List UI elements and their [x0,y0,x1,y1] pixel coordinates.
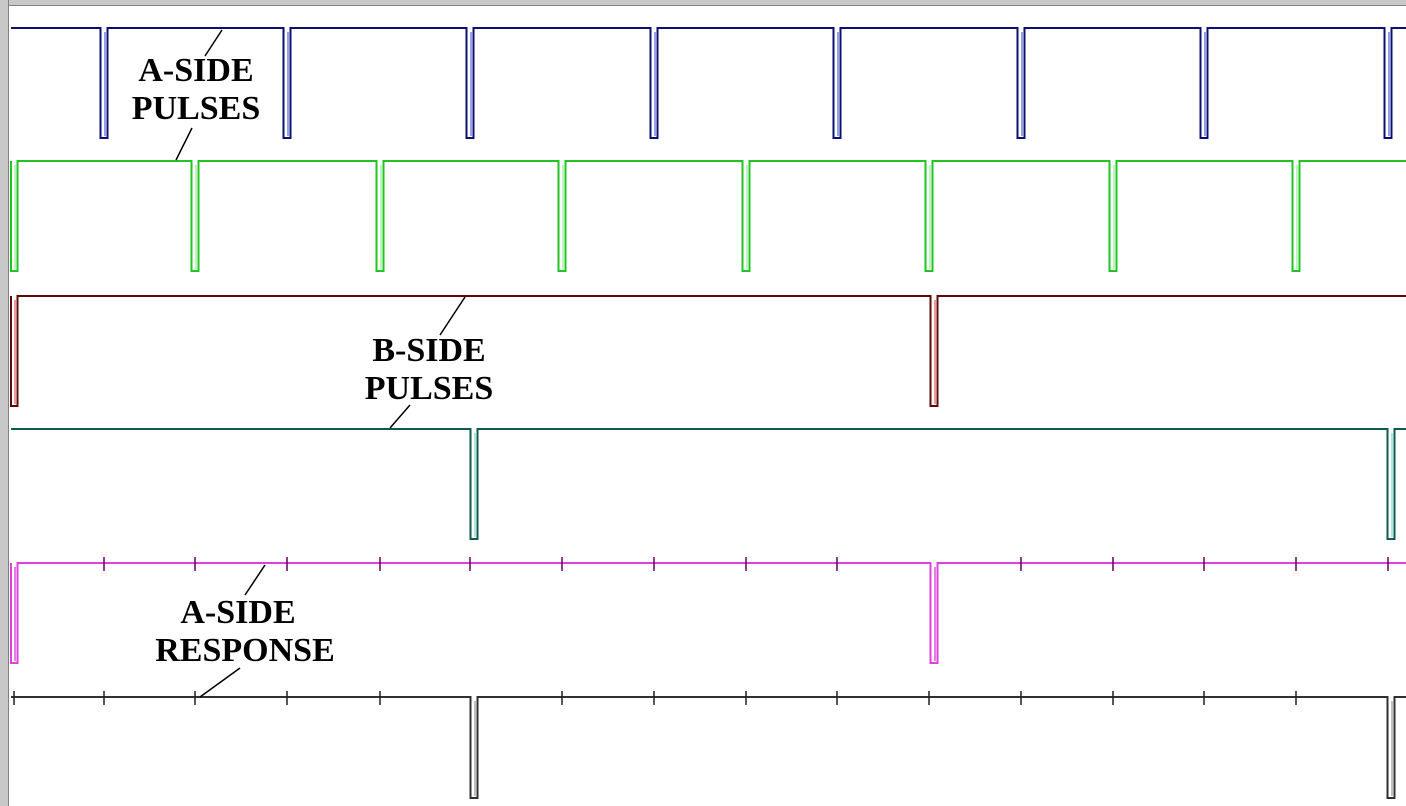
b-side-pulses-label-line1: B-SIDE [372,332,485,369]
b-side-pulses-pointer-top [439,296,466,336]
a-side-pulses-pointer-top [204,29,223,57]
a-side-pulses-label-line2: PULSES [132,90,261,127]
b-side-pulses-label-line2: PULSES [365,370,494,407]
trace-group [10,27,1406,799]
window-top-frame [0,0,1406,6]
a-side-response-label-line2: RESPONSE [155,632,335,669]
a-side-response-pointer-top [244,564,266,596]
window-left-frame [0,0,9,806]
b-side-pulses-pointer-bottom [389,404,411,429]
trace-6-waveform [11,696,1406,799]
trace-4-waveform [11,428,1406,540]
a-side-response-pointer-bottom [199,667,241,698]
a-side-pulses-label-line1: A-SIDE [138,52,253,89]
trace-1-waveform [11,27,1406,139]
label-pointers [175,29,466,698]
trace-2-waveform [10,160,1406,272]
a-side-response-label-line1: A-SIDE [180,594,295,631]
trace-3-waveform [10,295,1406,407]
a-side-pulses-pointer-bottom [175,127,193,161]
trace-5-waveform [10,562,1406,664]
